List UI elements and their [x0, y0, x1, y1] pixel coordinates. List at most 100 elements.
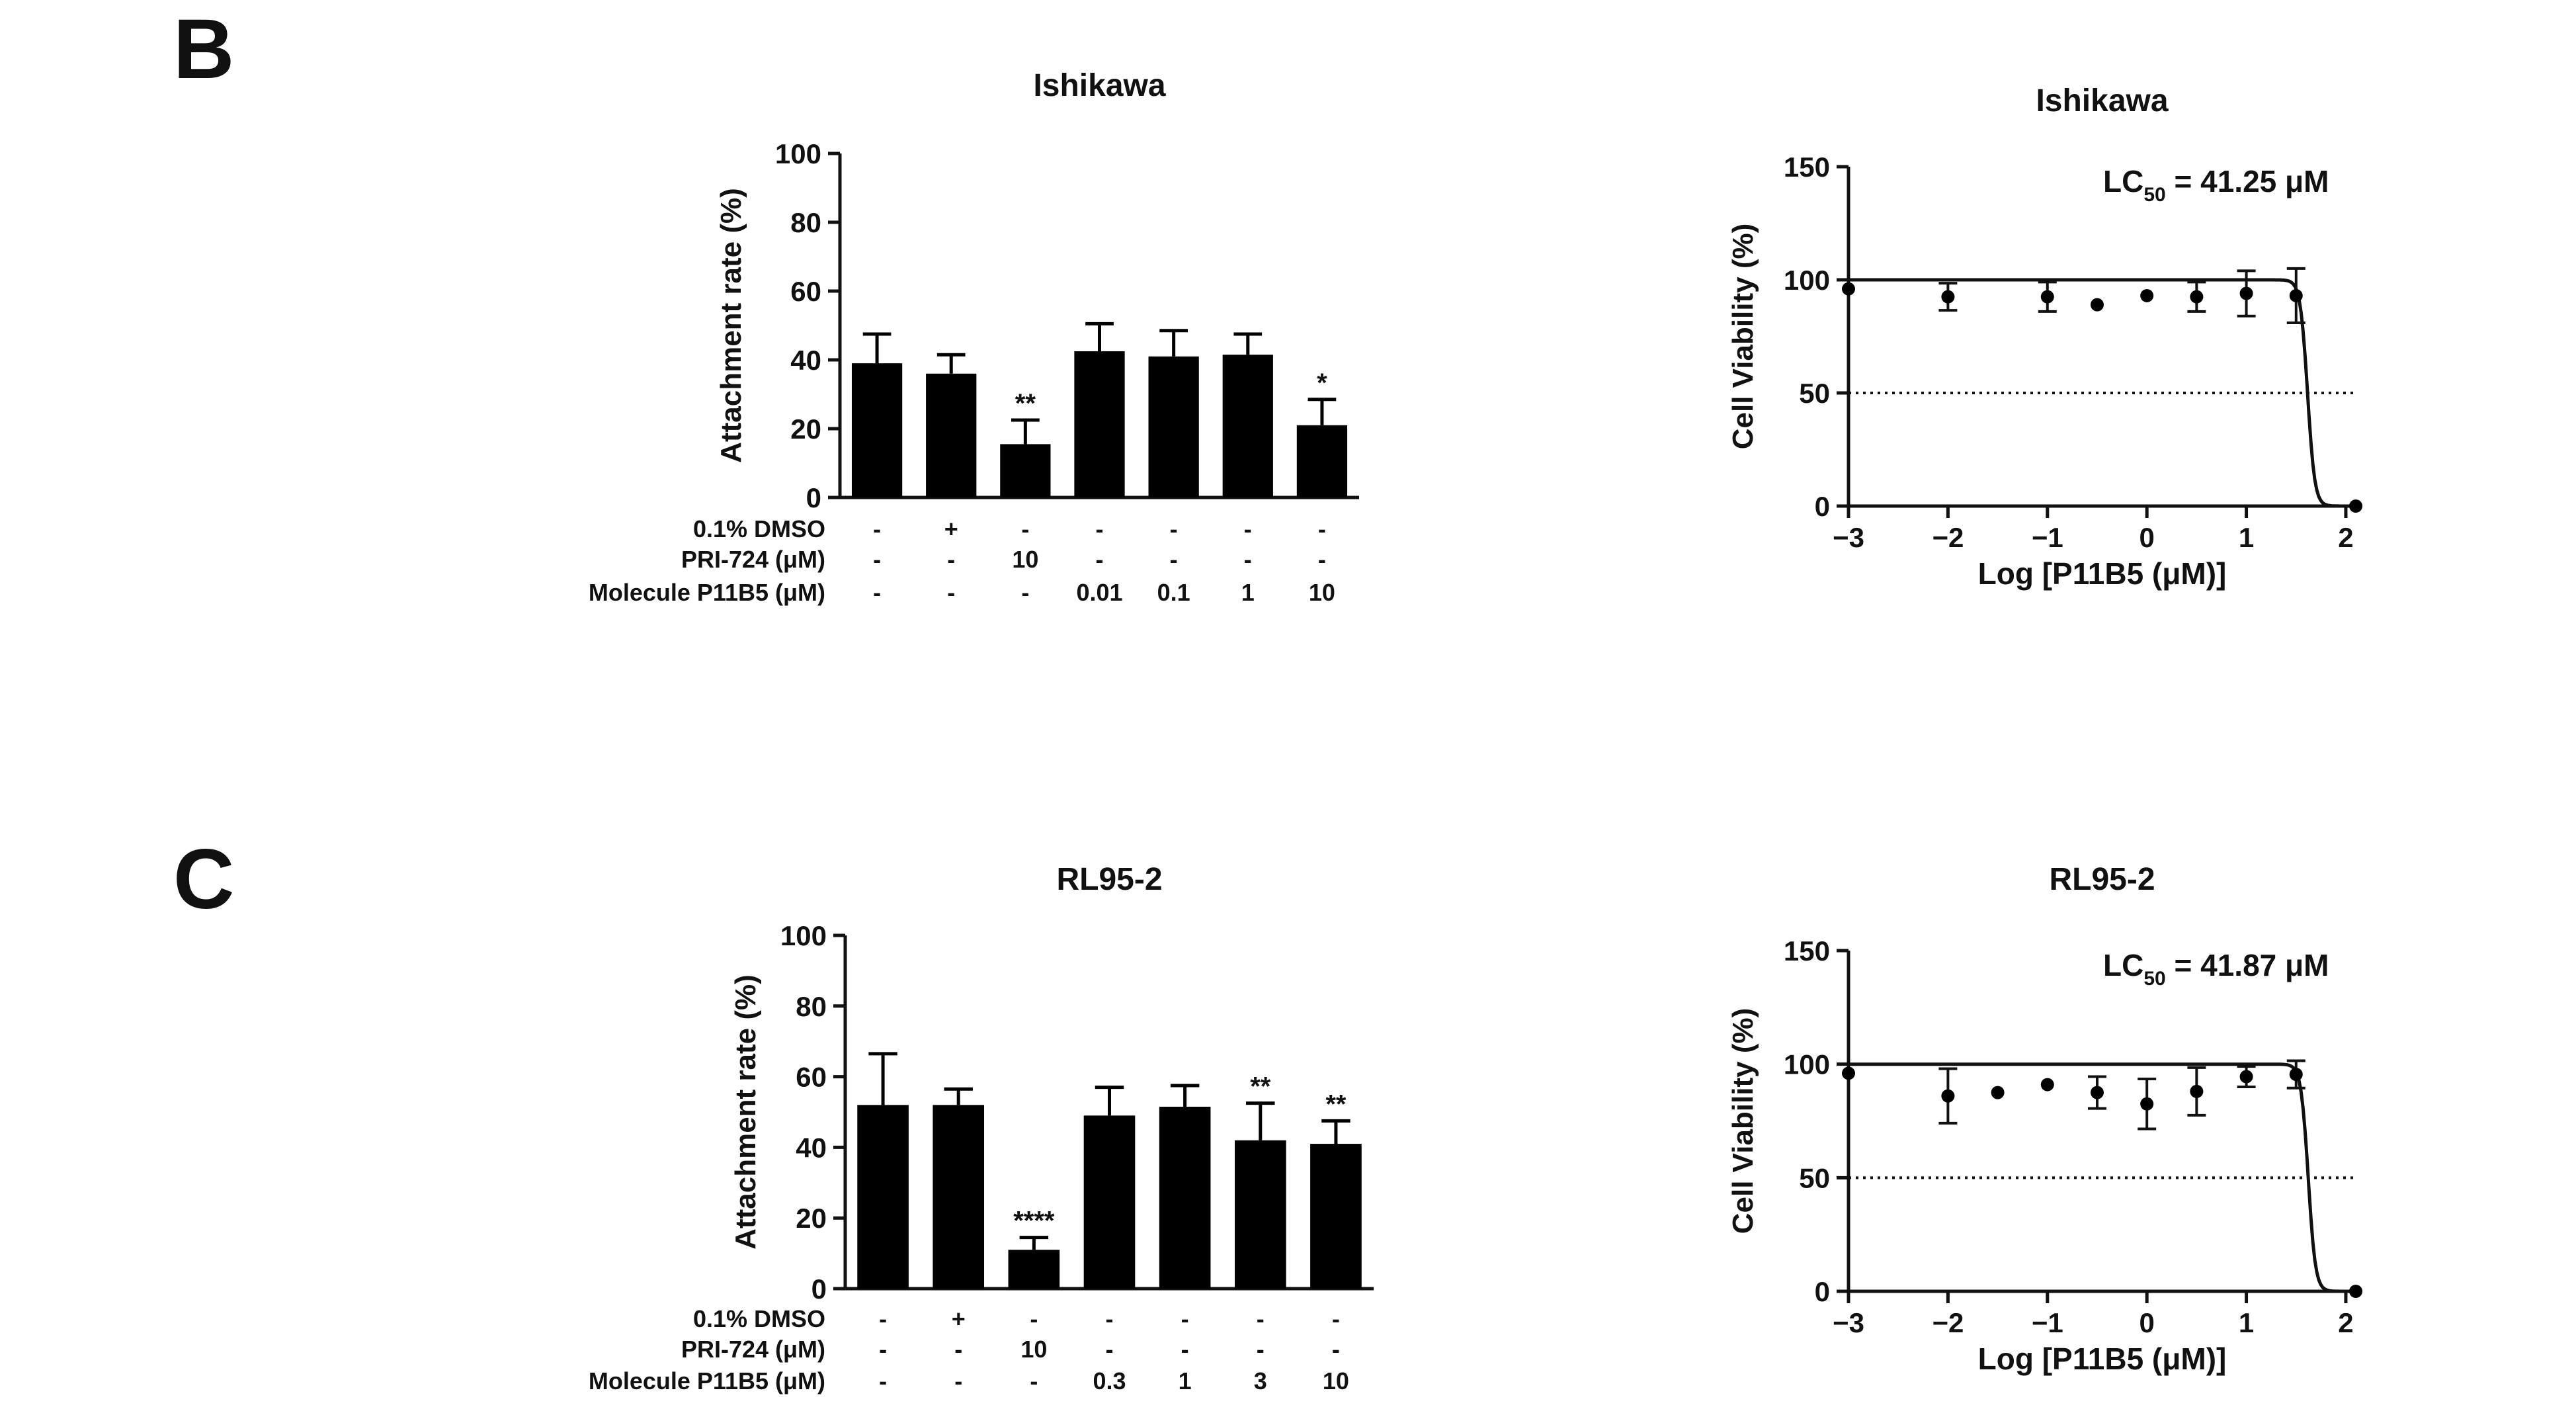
y-tick-label: 40	[796, 1132, 827, 1163]
y-tick-label: 80	[790, 207, 821, 238]
significance-label: *	[1317, 368, 1327, 398]
condition-value: -	[954, 1336, 962, 1363]
data-point	[1842, 1066, 1855, 1080]
y-tick-label: 150	[1784, 935, 1830, 966]
condition-value: 10	[1323, 1367, 1349, 1394]
lc50-annotation: LC50 = 41.25 μM	[2103, 164, 2329, 206]
y-tick-label: 20	[790, 413, 821, 445]
lc50-subscript: 50	[2143, 968, 2165, 990]
y-tick-label: 0	[1815, 491, 1830, 522]
data-point	[2289, 288, 2303, 302]
chart-title: RL95-2	[1056, 862, 1162, 897]
bar	[1074, 351, 1125, 497]
condition-value: -	[1181, 1305, 1189, 1332]
condition-row-label: Molecule P11B5 (μM)	[589, 1367, 825, 1394]
panel-letter-c: C	[173, 832, 234, 927]
condition-value: 1	[1179, 1367, 1192, 1394]
panel-letter-b: B	[173, 2, 234, 97]
condition-row-label: PRI-724 (μM)	[681, 546, 825, 573]
chart-viability-ishikawa: Ishikawa Cell Viability (%) Log [P11B5 (μM…	[1727, 83, 2362, 591]
data-point	[1941, 1089, 1955, 1103]
x-tick-label: 0	[2139, 522, 2154, 553]
condition-value: -	[1318, 546, 1326, 573]
condition-value: -	[873, 515, 881, 542]
condition-value: -	[1030, 1367, 1038, 1394]
bar	[857, 1105, 909, 1289]
condition-value: 0.01	[1076, 579, 1122, 606]
condition-value: -	[947, 579, 955, 606]
fit-curve	[1849, 278, 2356, 508]
condition-row-label: 0.1% DMSO	[693, 515, 825, 542]
y-axis-label: Cell Viability (%)	[1727, 1008, 1759, 1234]
x-tick-label: 1	[2239, 1307, 2254, 1338]
x-axis-label: Log [P11B5 (μM)]	[1978, 1342, 2227, 1376]
y-tick-label: 60	[790, 276, 821, 307]
data-point	[2349, 1285, 2362, 1298]
condition-value: +	[944, 515, 958, 542]
condition-value: 10	[1309, 579, 1335, 606]
condition-value: -	[1257, 1336, 1265, 1363]
condition-value: -	[1106, 1336, 1114, 1363]
y-tick-label: 50	[1799, 1162, 1830, 1193]
condition-row-label: 0.1% DMSO	[693, 1305, 825, 1332]
y-tick-label: 60	[796, 1062, 827, 1093]
condition-value: -	[1257, 1305, 1265, 1332]
lc50-value: = 41.25 μM	[2166, 164, 2329, 198]
condition-value: -	[879, 1305, 887, 1332]
bar	[1234, 1140, 1286, 1289]
fit-curve	[1849, 1062, 2356, 1293]
condition-value: -	[947, 546, 955, 573]
y-axis-label: Attachment rate (%)	[729, 974, 762, 1250]
data-point	[1991, 1086, 2005, 1099]
bar	[1148, 356, 1199, 497]
condition-value: -	[1096, 515, 1104, 542]
data-point	[2140, 288, 2154, 302]
bar	[926, 373, 977, 497]
condition-value: 3	[1254, 1367, 1267, 1394]
y-axis-label: Cell Viability (%)	[1727, 224, 1759, 450]
data-point	[2190, 290, 2204, 304]
y-tick-label: 50	[1799, 378, 1830, 409]
significance-label: **	[1015, 389, 1036, 418]
condition-value: -	[1181, 1336, 1189, 1363]
condition-row-label: Molecule P11B5 (μM)	[589, 579, 825, 606]
y-tick-label: 100	[1784, 265, 1830, 296]
data-point	[2040, 290, 2054, 304]
chart-attachment-ishikawa: Ishikawa Attachment rate (%) 0 20 40 60 80 100 *…	[589, 68, 1359, 606]
data-point	[2040, 1078, 2054, 1092]
data-point	[2140, 1097, 2154, 1111]
bar	[1296, 425, 1348, 497]
data-point	[2349, 499, 2362, 513]
condition-row-label: PRI-724 (μM)	[681, 1336, 825, 1363]
condition-value: -	[1030, 1305, 1038, 1332]
x-tick-label: −2	[1932, 522, 1964, 553]
x-tick-label: 2	[2338, 522, 2353, 553]
bar	[851, 363, 903, 497]
lc50-label: LC	[2103, 164, 2143, 198]
data-point	[2090, 1086, 2104, 1099]
x-axis-label: Log [P11B5 (μM)]	[1978, 556, 2227, 591]
x-tick-label: 1	[2239, 522, 2254, 553]
x-tick-label: −1	[2032, 522, 2063, 553]
bar	[1159, 1106, 1211, 1289]
condition-value: -	[873, 579, 881, 606]
data-point	[2090, 298, 2104, 312]
condition-value: -	[879, 1367, 887, 1394]
bar	[1310, 1144, 1362, 1289]
x-tick-label: −2	[1932, 1307, 1964, 1338]
condition-value: -	[1332, 1305, 1340, 1332]
significance-label: ****	[1013, 1207, 1055, 1236]
x-tick-label: −1	[2032, 1307, 2063, 1338]
data-point	[2239, 286, 2253, 300]
y-tick-label: 100	[1784, 1049, 1830, 1080]
condition-value: -	[873, 546, 881, 573]
condition-value: 10	[1012, 546, 1038, 573]
condition-value: -	[1106, 1305, 1114, 1332]
condition-value: 0.3	[1093, 1367, 1126, 1394]
condition-value: -	[1332, 1336, 1340, 1363]
lc50-value: = 41.87 μM	[2166, 948, 2329, 982]
data-point	[1842, 282, 1855, 296]
bar	[1083, 1115, 1136, 1289]
